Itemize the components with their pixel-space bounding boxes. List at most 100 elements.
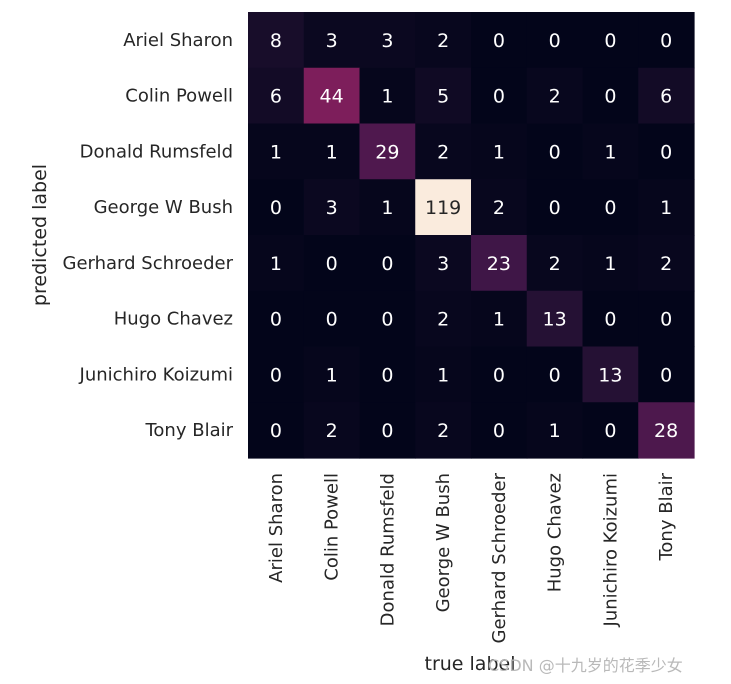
heatmap-cell-donald-rumsfeld-tony-blair xyxy=(638,123,695,180)
heatmap-cell-tony-blair-colin-powell xyxy=(303,402,361,459)
cell-value-label: 0 xyxy=(270,197,282,219)
x-tick-label: Tony Blair xyxy=(656,472,677,561)
heatmap-cell-junichiro-koizumi-tony-blair xyxy=(638,346,695,403)
cell-value-label: 0 xyxy=(381,364,393,386)
heatmap-cell-gerhard-schroeder-junichiro-koizumi xyxy=(582,235,639,292)
cell-value-label: 0 xyxy=(270,309,282,331)
x-tick-label: Hugo Chavez xyxy=(545,473,566,592)
cell-value-label: 1 xyxy=(270,253,282,275)
cell-value-label: 8 xyxy=(270,30,282,52)
heatmap-cell-tony-blair-junichiro-koizumi xyxy=(582,402,639,459)
heatmap-cell-tony-blair-hugo-chavez xyxy=(526,402,584,459)
heatmap-cell-junichiro-koizumi-gerhard-schroeder xyxy=(471,346,528,403)
heatmap-cell-george-w-bush-gerhard-schroeder xyxy=(471,179,528,236)
cell-value-label: 0 xyxy=(381,309,393,331)
heatmap-cell-ariel-sharon-gerhard-schroeder xyxy=(471,12,528,69)
heatmap-cell-junichiro-koizumi-donald-rumsfeld xyxy=(359,346,416,403)
heatmap-cell-gerhard-schroeder-ariel-sharon xyxy=(248,235,305,292)
heatmap-cell-colin-powell-junichiro-koizumi xyxy=(582,67,639,125)
cell-value-label: 1 xyxy=(493,141,505,163)
cell-value-label: 0 xyxy=(270,420,282,442)
cell-value-label: 0 xyxy=(381,253,393,275)
cell-value-label: 13 xyxy=(598,364,622,386)
cell-value-label: 0 xyxy=(549,364,561,386)
cell-value-label: 0 xyxy=(381,420,393,442)
cell-value-label: 3 xyxy=(437,253,449,275)
cell-value-label: 0 xyxy=(604,420,616,442)
cell-value-label: 1 xyxy=(493,309,505,331)
cell-value-label: 2 xyxy=(549,86,561,108)
heatmap-cell-hugo-chavez-colin-powell xyxy=(303,290,361,348)
heatmap-cell-tony-blair-donald-rumsfeld xyxy=(359,402,416,459)
heatmap-cell-hugo-chavez-junichiro-koizumi xyxy=(582,290,639,348)
heatmap-cell-donald-rumsfeld-ariel-sharon xyxy=(248,123,305,180)
heatmap-cell-donald-rumsfeld-junichiro-koizumi xyxy=(582,123,639,180)
heatmap-cell-tony-blair-tony-blair xyxy=(638,402,695,459)
cell-value-label: 0 xyxy=(660,364,672,386)
heatmap-cell-ariel-sharon-junichiro-koizumi xyxy=(582,12,639,69)
heatmap-cell-george-w-bush-ariel-sharon xyxy=(248,179,305,236)
heatmap-cell-hugo-chavez-ariel-sharon xyxy=(248,290,305,348)
heatmap-cell-colin-powell-gerhard-schroeder xyxy=(471,67,528,125)
heatmap-cell-colin-powell-hugo-chavez xyxy=(526,67,584,125)
cell-value-label: 0 xyxy=(493,420,505,442)
cell-value-label: 2 xyxy=(437,141,449,163)
cell-value-label: 1 xyxy=(326,141,338,163)
heatmap-cell-george-w-bush-colin-powell xyxy=(303,179,361,236)
heatmap-cell-gerhard-schroeder-donald-rumsfeld xyxy=(359,235,416,292)
heatmap-cell-hugo-chavez-donald-rumsfeld xyxy=(359,290,416,348)
x-tick-label: Gerhard Schroeder xyxy=(489,472,510,643)
heatmap-cell-ariel-sharon-tony-blair xyxy=(638,12,695,69)
cell-value-label: 0 xyxy=(549,30,561,52)
cell-value-label: 6 xyxy=(270,86,282,108)
heatmap-cell-donald-rumsfeld-colin-powell xyxy=(303,123,361,180)
cell-value-label: 2 xyxy=(549,253,561,275)
cell-value-label: 1 xyxy=(326,364,338,386)
cell-value-label: 119 xyxy=(425,197,461,219)
cell-value-label: 3 xyxy=(381,30,393,52)
heatmap-cell-labels: 8 3 3 2 0 0 0 0 6 44 1 5 0 2 0 6 1 1 29 2 1 0 1 0 0 3 1 119 2 0 0 1 1 0 0 3… xyxy=(270,30,678,442)
cell-value-label: 0 xyxy=(604,197,616,219)
heatmap-cell-gerhard-schroeder-colin-powell xyxy=(303,235,361,292)
cell-value-label: 0 xyxy=(326,253,338,275)
y-tick-label: Junichiro Koizumi xyxy=(79,364,233,385)
x-tick-label: Ariel Sharon xyxy=(266,473,287,583)
y-tick-label: Ariel Sharon xyxy=(123,30,233,51)
heatmap-cell-hugo-chavez-hugo-chavez xyxy=(526,290,584,348)
heatmap-cell-george-w-bush-junichiro-koizumi xyxy=(582,179,639,236)
x-axis-title: true label xyxy=(425,653,516,675)
cell-value-label: 0 xyxy=(493,30,505,52)
heatmap-cell-gerhard-schroeder-gerhard-schroeder xyxy=(471,235,528,292)
x-tick-label: Colin Powell xyxy=(322,473,343,581)
cell-value-label: 2 xyxy=(326,420,338,442)
cell-value-label: 0 xyxy=(549,197,561,219)
heatmap-cell-donald-rumsfeld-george-w-bush xyxy=(415,123,472,180)
cell-value-label: 6 xyxy=(660,86,672,108)
heatmap-cells xyxy=(248,12,695,459)
heatmap-cell-donald-rumsfeld-gerhard-schroeder xyxy=(471,123,528,180)
cell-value-label: 0 xyxy=(660,30,672,52)
heatmap-cell-ariel-sharon-hugo-chavez xyxy=(526,12,584,69)
heatmap-cell-hugo-chavez-george-w-bush xyxy=(415,290,472,348)
x-tick-label: Junichiro Koizumi xyxy=(600,473,621,627)
cell-value-label: 0 xyxy=(493,364,505,386)
cell-value-label: 0 xyxy=(270,364,282,386)
heatmap-cell-colin-powell-donald-rumsfeld xyxy=(359,67,416,125)
cell-value-label: 2 xyxy=(437,30,449,52)
heatmap-cell-junichiro-koizumi-colin-powell xyxy=(303,346,361,403)
heatmap-cell-tony-blair-gerhard-schroeder xyxy=(471,402,528,459)
x-tick-label: Donald Rumsfeld xyxy=(377,473,398,626)
heatmap-cell-ariel-sharon-donald-rumsfeld xyxy=(359,12,416,69)
heatmap-cell-junichiro-koizumi-ariel-sharon xyxy=(248,346,305,403)
heatmap-cell-george-w-bush-tony-blair xyxy=(638,179,695,236)
cell-value-label: 0 xyxy=(604,86,616,108)
heatmap-cell-hugo-chavez-gerhard-schroeder xyxy=(471,290,528,348)
x-tick-labels: Ariel Sharon Colin Powell Donald Rumsfeld G… xyxy=(266,472,677,643)
cell-value-label: 29 xyxy=(375,141,399,163)
heatmap-cell-tony-blair-george-w-bush xyxy=(415,402,472,459)
cell-value-label: 0 xyxy=(604,30,616,52)
cell-value-label: 1 xyxy=(437,364,449,386)
cell-value-label: 1 xyxy=(381,197,393,219)
heatmap-cell-junichiro-koizumi-hugo-chavez xyxy=(526,346,584,403)
